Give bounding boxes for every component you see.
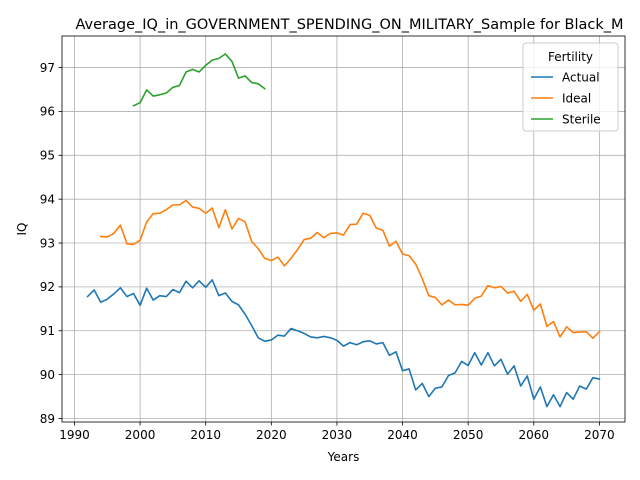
legend: Fertility Actual Ideal Sterile (522, 42, 619, 132)
y-axis: 89 90 91 92 93 94 95 96 97 (40, 61, 62, 426)
legend-title: Fertility (548, 50, 593, 64)
y-tick-label: 95 (40, 149, 55, 163)
legend-label-ideal: Ideal (562, 91, 591, 105)
x-tick-label: 2020 (256, 428, 287, 442)
x-tick-label: 2030 (322, 428, 353, 442)
x-axis-label: Years (327, 450, 360, 464)
x-axis: 1990 2000 2010 2020 2030 2040 2050 2060 2070 (59, 422, 615, 442)
x-tick-label: 2040 (387, 428, 418, 442)
legend-label-sterile: Sterile (562, 112, 601, 126)
series-line-ideal (99, 199, 601, 340)
x-tick-label: 2000 (125, 428, 156, 442)
y-tick-label: 90 (40, 368, 55, 382)
y-tick-label: 97 (40, 61, 55, 75)
legend-label-actual: Actual (562, 70, 600, 84)
legend-box (522, 42, 619, 132)
y-tick-label: 96 (40, 105, 55, 119)
y-tick-label: 94 (40, 192, 55, 206)
x-tick-label: 1990 (59, 428, 90, 442)
x-tick-label: 2050 (453, 428, 484, 442)
chart-title: Average_IQ_in_GOVERNMENT_SPENDING_ON_MIL… (75, 17, 623, 33)
x-tick-label: 2070 (584, 428, 615, 442)
y-tick-label: 91 (40, 324, 55, 338)
legend-items: Actual Ideal Sterile (531, 70, 601, 126)
y-tick-label: 93 (40, 236, 55, 250)
plot-frame (61, 35, 626, 423)
x-tick-label: 2010 (190, 428, 221, 442)
y-tick-label: 89 (40, 412, 55, 426)
y-axis-label: IQ (15, 223, 29, 236)
series-layer (86, 53, 601, 408)
series-line-actual (86, 279, 601, 408)
series-line-sterile (132, 53, 266, 107)
x-tick-label: 2060 (519, 428, 550, 442)
y-tick-label: 92 (40, 280, 55, 294)
